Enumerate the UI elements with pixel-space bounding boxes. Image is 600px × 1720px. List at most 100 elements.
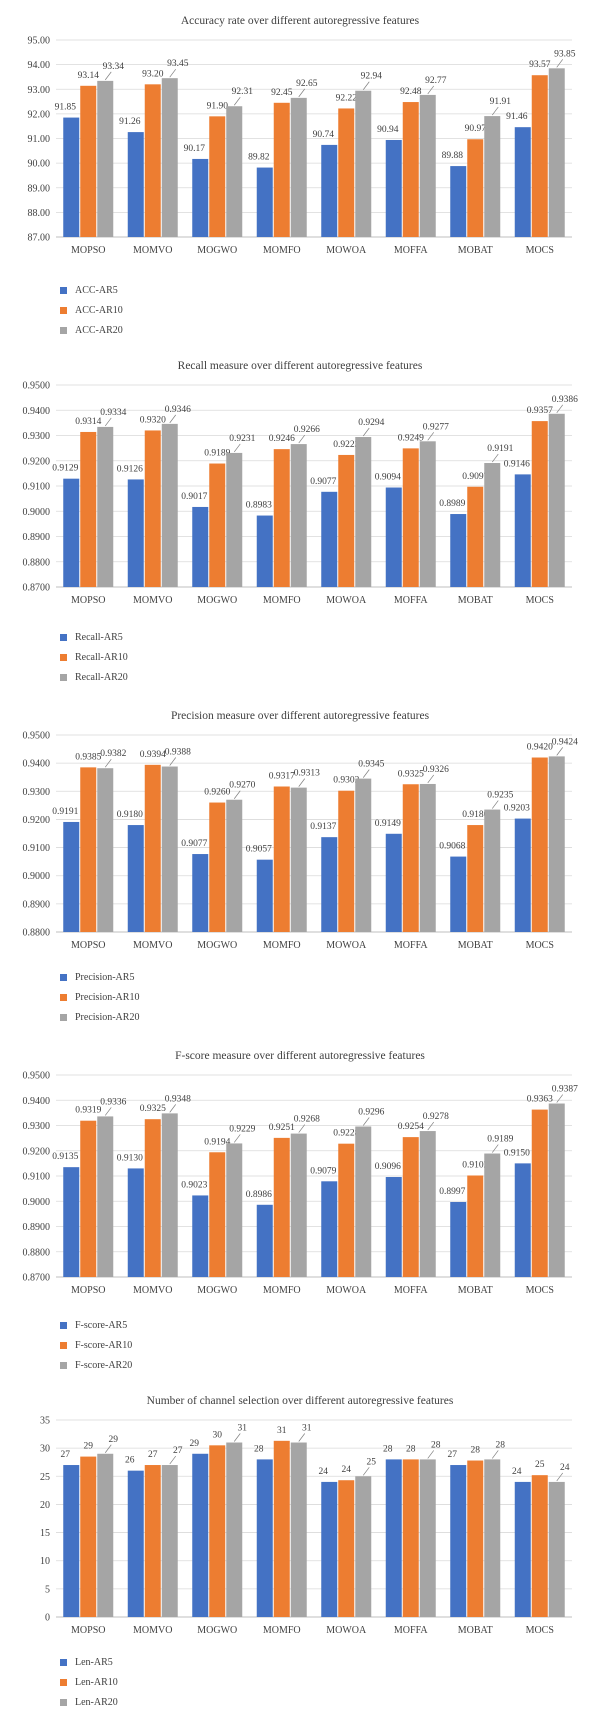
- data-label: 0.9336: [100, 1097, 126, 1107]
- y-tick-label: 0.9400: [23, 759, 51, 770]
- category-label: MOPSO: [71, 595, 105, 606]
- bar-recall-ar5: [385, 487, 402, 587]
- data-label: 27: [173, 1446, 183, 1456]
- bar-len-ar20: [484, 1459, 501, 1617]
- bar-acc-ar5: [385, 139, 402, 237]
- data-label: 91.91: [490, 97, 512, 107]
- bar-precision-ar20: [419, 783, 436, 932]
- category-label: MOCS: [526, 940, 554, 951]
- label-leader-line: [491, 800, 499, 809]
- data-label: 93.45: [167, 59, 189, 69]
- data-label: 31: [277, 1426, 287, 1436]
- y-tick-label: 5: [45, 1584, 50, 1595]
- legend-item: Len-AR5: [60, 1652, 118, 1672]
- label-leader-line: [491, 453, 499, 463]
- data-label: 91.90: [207, 101, 229, 111]
- label-leader-line: [491, 1144, 499, 1153]
- data-label: 0.9268: [294, 1115, 320, 1125]
- category-label: MOWOA: [326, 595, 367, 606]
- data-label: 30: [213, 1430, 223, 1440]
- data-label: 0.9102: [462, 1160, 488, 1170]
- legend-label: F-score-AR10: [75, 1339, 133, 1351]
- data-label: 0.9320: [140, 415, 166, 425]
- bar-precision-ar10: [531, 757, 548, 932]
- data-label: 0.9266: [294, 425, 320, 435]
- data-label: 93.14: [78, 71, 100, 81]
- bar-precision-ar20: [97, 768, 114, 932]
- category-label: MOGWO: [197, 595, 237, 606]
- bar-f-score-ar10: [273, 1137, 290, 1277]
- category-label: MOFFA: [394, 595, 428, 606]
- bar-f-score-ar5: [256, 1204, 273, 1277]
- label-leader-line: [556, 59, 564, 68]
- data-label: 28: [471, 1446, 481, 1456]
- label-leader-line: [298, 434, 306, 444]
- bar-f-score-ar20: [355, 1126, 372, 1277]
- data-label: 28: [254, 1444, 264, 1454]
- legend-item: Precision-AR20: [60, 1007, 139, 1027]
- bar-precision-ar20: [290, 787, 307, 932]
- legend-item: Recall-AR5: [60, 627, 128, 647]
- bar-f-score-ar20: [226, 1143, 243, 1277]
- category-label: MOGWO: [197, 1285, 237, 1296]
- label-leader-line: [104, 1107, 112, 1116]
- legend-label: ACC-AR5: [75, 284, 118, 296]
- bar-precision-ar20: [484, 809, 501, 932]
- label-leader-line: [104, 417, 112, 427]
- data-label: 0.9314: [75, 417, 101, 427]
- chart-title: Number of channel selection over differe…: [147, 1395, 454, 1407]
- data-label: 28: [431, 1440, 441, 1450]
- data-label: 0.9346: [165, 405, 191, 415]
- legend-label: Recall-AR5: [75, 631, 123, 643]
- data-label: 0.9296: [358, 1108, 384, 1118]
- legend-swatch: [60, 1658, 67, 1666]
- bar-len-ar5: [514, 1481, 531, 1617]
- label-leader-line: [427, 1121, 435, 1131]
- data-label: 0.9096: [375, 1162, 401, 1172]
- data-label: 0.9246: [269, 434, 295, 444]
- bar-f-score-ar20: [161, 1113, 178, 1277]
- label-leader-line: [556, 404, 564, 413]
- data-label: 0.9189: [487, 1135, 513, 1145]
- label-leader-line: [491, 106, 499, 116]
- data-label: 27: [148, 1450, 158, 1460]
- bar-acc-ar20: [484, 116, 501, 237]
- fscore-chart-panel: F-score measure over different autoregre…: [0, 1035, 600, 1380]
- legend-label: Len-AR20: [75, 1696, 118, 1708]
- label-leader-line: [169, 68, 177, 78]
- bar-recall-ar20: [484, 463, 501, 587]
- bar-len-ar5: [450, 1465, 467, 1617]
- bar-precision-ar10: [144, 764, 161, 932]
- bar-len-ar20: [161, 1465, 178, 1617]
- data-label: 0.9191: [52, 807, 78, 817]
- data-label: 0.9317: [269, 772, 295, 782]
- category-label: MOWOA: [326, 1625, 367, 1636]
- data-label: 0.9191: [487, 444, 513, 454]
- bar-acc-ar20: [290, 97, 307, 238]
- bar-precision-ar20: [161, 766, 178, 932]
- y-tick-label: 0.9000: [23, 871, 51, 882]
- bar-acc-ar20: [355, 90, 372, 237]
- fscore-legend: F-score-AR5 F-score-AR10 F-score-AR20: [60, 1315, 132, 1375]
- data-label: 24: [560, 1463, 570, 1473]
- label-leader-line: [362, 769, 370, 778]
- y-tick-label: 0.8900: [23, 899, 51, 910]
- bar-f-score-ar5: [385, 1177, 402, 1277]
- data-label: 25: [535, 1460, 545, 1470]
- data-label: 91.46: [506, 112, 528, 122]
- bar-acc-ar20: [97, 80, 114, 237]
- y-tick-label: 0.9400: [23, 406, 51, 417]
- bar-recall-ar20: [226, 452, 243, 587]
- label-leader-line: [233, 97, 241, 106]
- legend-swatch: [60, 1698, 67, 1706]
- bar-len-ar20: [97, 1453, 114, 1617]
- data-label: 93.20: [142, 69, 164, 79]
- legend-swatch: [60, 326, 67, 334]
- data-label: 0.9228: [333, 1129, 359, 1139]
- label-leader-line: [169, 757, 177, 766]
- y-tick-label: 0.9000: [23, 1197, 51, 1208]
- bar-recall-ar20: [419, 441, 436, 587]
- legend-swatch: [60, 993, 67, 1001]
- category-label: MOBAT: [458, 940, 493, 951]
- y-tick-label: 90.00: [28, 159, 51, 170]
